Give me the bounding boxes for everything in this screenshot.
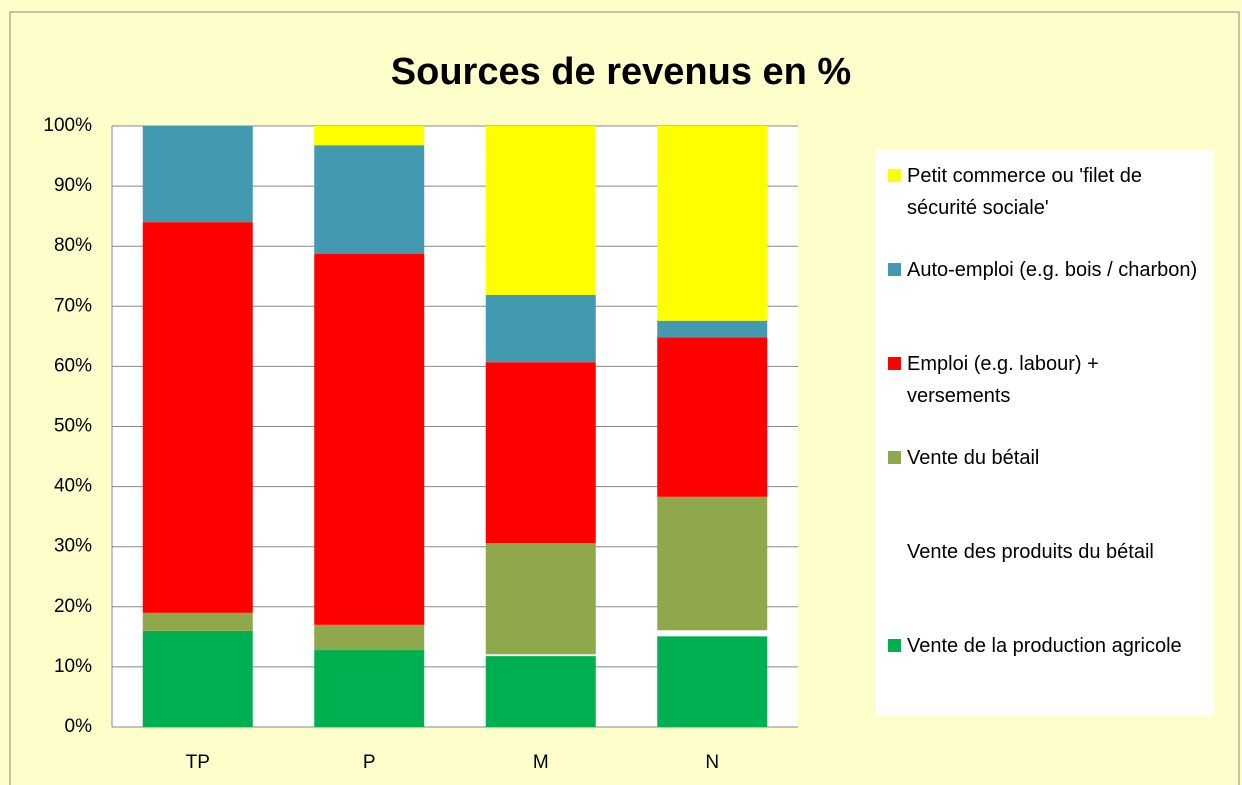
bar-segment	[314, 650, 425, 727]
legend-label: Vente de la production agricole	[907, 635, 1182, 657]
legend-swatch	[888, 451, 901, 464]
y-tick-label: 50%	[54, 416, 92, 437]
bar-segment	[657, 636, 768, 727]
legend-swatch	[888, 639, 901, 652]
bar-segment	[485, 362, 596, 544]
bar-segment	[142, 612, 253, 631]
bar-segment	[314, 624, 425, 651]
bar-segment	[485, 656, 596, 727]
legend-swatch	[888, 545, 901, 558]
y-tick-label: 10%	[54, 656, 92, 677]
x-tick-label: M	[533, 752, 549, 773]
legend-label: Petit commerce ou 'filet de sécurité soc…	[907, 165, 1143, 219]
legend-entry: Vente des produits du bétail	[888, 536, 1204, 630]
x-tick-label: TP	[186, 752, 210, 773]
bar-segment	[314, 145, 425, 255]
bar-segment	[142, 126, 253, 223]
y-tick-label: 100%	[43, 115, 92, 136]
y-tick-label: 30%	[54, 536, 92, 557]
legend-swatch	[888, 169, 901, 182]
y-tick-label: 20%	[54, 596, 92, 617]
legend-label: Auto-emploi (e.g. bois / charbon)	[907, 259, 1198, 281]
bar-segment	[657, 320, 768, 338]
legend-entry: Petit commerce ou 'filet de sécurité soc…	[888, 160, 1204, 254]
bar-segment	[657, 126, 768, 321]
bar-segment	[485, 543, 596, 655]
chart-frame	[9, 11, 1240, 785]
y-tick-label: 60%	[54, 355, 92, 376]
bar-segment	[657, 337, 768, 497]
legend-label: Vente des produits du bétail	[907, 541, 1154, 563]
bar-segment	[142, 630, 253, 727]
y-tick-label: 0%	[65, 716, 93, 737]
bar-segment	[485, 654, 596, 657]
bar-segment	[485, 126, 596, 295]
chart-title: Sources de revenus en %	[391, 51, 851, 93]
legend: Petit commerce ou 'filet de sécurité soc…	[876, 150, 1214, 715]
legend-label: Emploi (e.g. labour) + versements	[907, 353, 1099, 407]
bar-segment	[142, 222, 253, 613]
y-tick-label: 40%	[54, 476, 92, 497]
bar-segment	[314, 254, 425, 625]
legend-entry: Vente du bétail	[888, 442, 1204, 536]
legend-swatch	[888, 263, 901, 276]
legend-swatch	[888, 357, 901, 370]
x-tick-label: P	[363, 752, 376, 773]
legend-entry: Emploi (e.g. labour) + versements	[888, 348, 1204, 442]
bar-segment	[485, 294, 596, 363]
y-tick-label: 80%	[54, 235, 92, 256]
legend-label: Vente du bétail	[907, 447, 1040, 469]
y-tick-label: 90%	[54, 175, 92, 196]
bar-segment	[314, 126, 425, 146]
bar-segment	[657, 630, 768, 637]
x-tick-label: N	[705, 752, 719, 773]
y-tick-label: 70%	[54, 295, 92, 316]
bar-segment	[657, 496, 768, 631]
legend-entry: Vente de la production agricole	[888, 630, 1204, 724]
legend-entry: Auto-emploi (e.g. bois / charbon)	[888, 254, 1204, 348]
